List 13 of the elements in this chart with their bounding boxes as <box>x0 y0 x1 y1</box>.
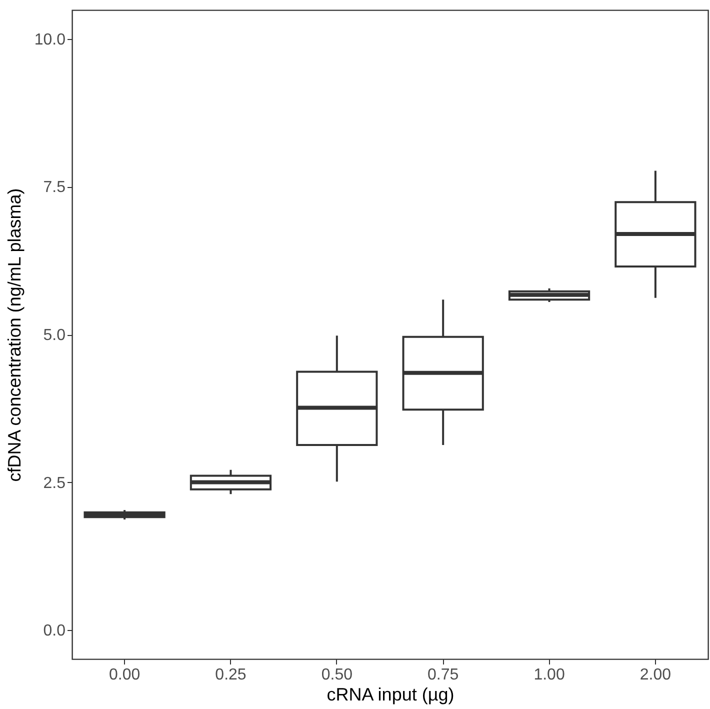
x-tick-label: 0.75 <box>428 666 459 684</box>
y-axis-title: cfDNA concentration (ng/mL plasma) <box>4 188 24 482</box>
x-tick-label: 1.00 <box>534 666 565 684</box>
x-tick-label: 0.00 <box>108 666 140 684</box>
x-tick-label: 0.25 <box>215 666 246 684</box>
y-tick-label: 2.5 <box>43 474 66 492</box>
y-tick-label: 7.5 <box>43 179 66 196</box>
x-tick-label: 2.00 <box>640 666 672 684</box>
x-axis-title: cRNA input (µg) <box>326 684 454 704</box>
y-tick-label: 10.0 <box>34 31 66 48</box>
y-tick-label: 5.0 <box>43 327 66 344</box>
x-tick-label: 0.50 <box>321 666 353 684</box>
y-tick-label: 0.0 <box>43 622 66 640</box>
